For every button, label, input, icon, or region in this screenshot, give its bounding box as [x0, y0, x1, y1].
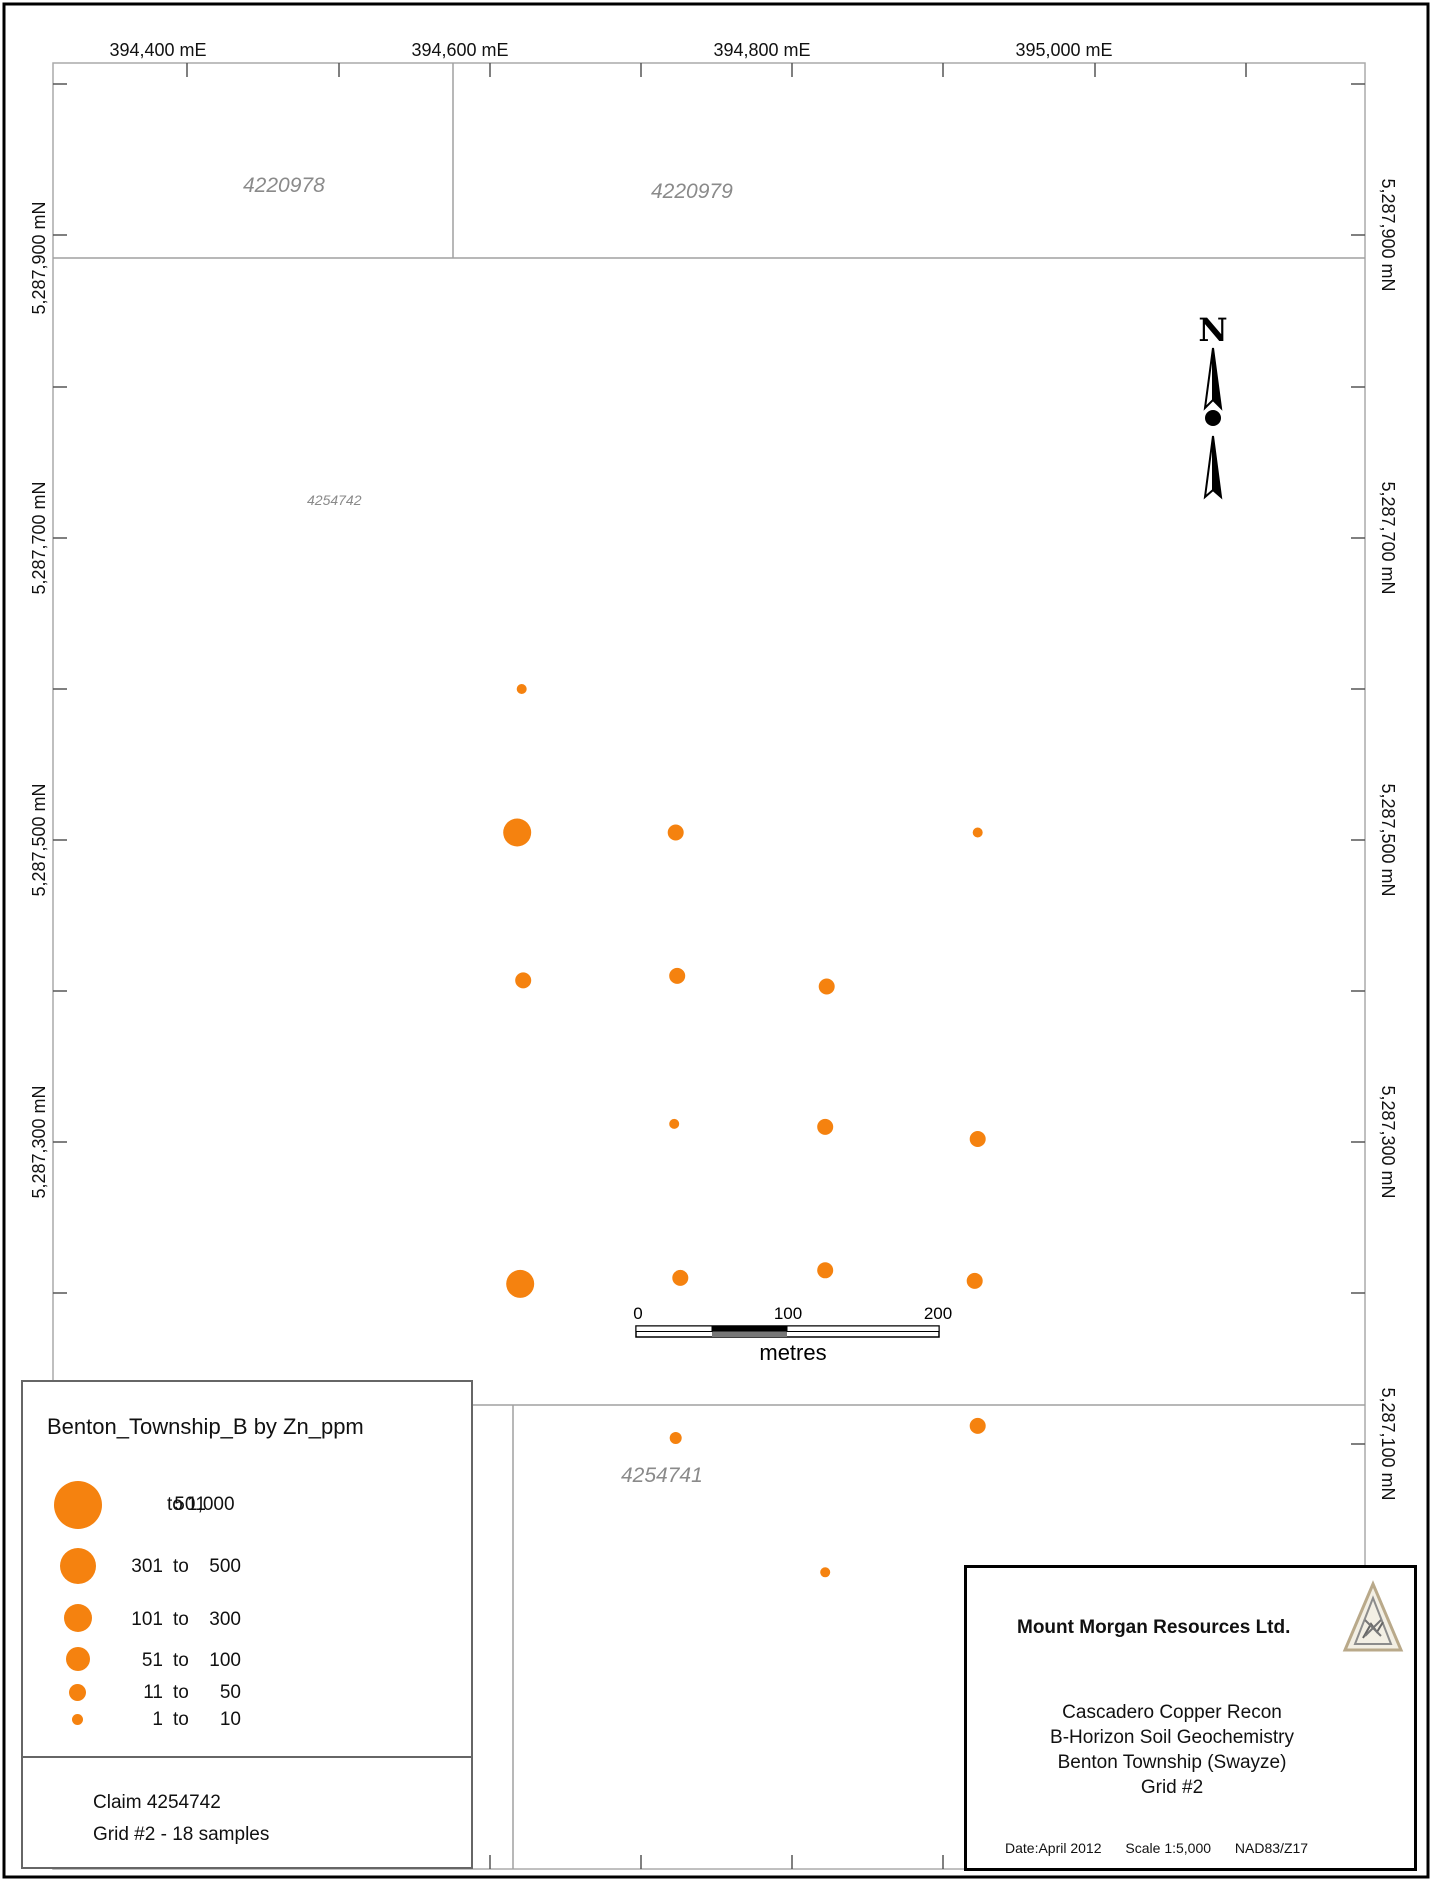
legend: Benton_Township_B by Zn_ppm 501 to 1,000… — [21, 1380, 473, 1758]
sample-point — [969, 1131, 986, 1147]
northing-label-left: 5,287,300 mN — [29, 1085, 49, 1198]
sample-point — [672, 1269, 689, 1286]
claim-label: 4254742 — [307, 492, 362, 508]
legend-title: Benton_Township_B by Zn_ppm — [47, 1414, 364, 1439]
legend-to: 1,000 — [187, 1494, 235, 1515]
sample-point — [516, 684, 527, 694]
easting-label: 394,600 mE — [411, 40, 508, 60]
title-line: B-Horizon Soil Geochemistry — [1050, 1727, 1294, 1748]
legend-to: 500 — [209, 1556, 241, 1577]
legend-from: 1 — [152, 1709, 163, 1730]
sample-point — [503, 818, 532, 847]
legend-from: 51 — [141, 1650, 163, 1671]
map-scale: Scale 1:5,000 — [1125, 1840, 1212, 1856]
legend-symbol — [64, 1604, 92, 1632]
title-line: Cascadero Copper Recon — [1062, 1702, 1282, 1723]
company-logo-icon — [1342, 1580, 1404, 1652]
legend-from: 11 — [143, 1682, 163, 1703]
claim-number-label: Claim 4254742 — [93, 1792, 221, 1813]
legend-symbol — [72, 1714, 83, 1725]
sample-point — [667, 824, 684, 841]
legend-to-word: to — [167, 1494, 183, 1515]
sample-point — [669, 967, 686, 984]
northing-label-right: 5,287,900 mN — [1378, 178, 1398, 291]
legend-item: 51 to 100 — [23, 1645, 463, 1685]
sample-point — [969, 1417, 986, 1434]
legend-to-word: to — [173, 1682, 189, 1703]
claim-label: 4220979 — [651, 180, 733, 203]
legend-item: 1 to 10 — [23, 1708, 463, 1748]
sample-point — [966, 1272, 983, 1289]
legend-from: 301 — [131, 1556, 163, 1577]
legend-from: 101 — [131, 1609, 163, 1630]
legend-to-word: to — [173, 1609, 189, 1630]
scale-tick-label: 200 — [924, 1304, 952, 1323]
claim-label: 4220978 — [243, 174, 325, 197]
easting-label: 394,400 mE — [109, 40, 206, 60]
title-line: Grid #2 — [1140, 1777, 1204, 1798]
legend-symbol — [60, 1548, 96, 1584]
legend-symbol — [66, 1647, 90, 1671]
legend-to-word: to — [173, 1650, 189, 1671]
map-neatline — [52, 62, 1366, 1870]
northing-label-right: 5,287,100 mN — [1378, 1387, 1398, 1500]
scale-units-label: metres — [759, 1340, 826, 1365]
north-label: N — [1198, 311, 1227, 349]
northing-label-right: 5,287,500 mN — [1378, 783, 1398, 896]
sample-point — [515, 972, 532, 989]
map-datum: NAD83/Z17 — [1234, 1840, 1309, 1856]
title-footer: Date:April 2012 Scale 1:5,000 NAD83/Z17 — [1005, 1840, 1328, 1856]
scale-tick-label: 100 — [774, 1304, 802, 1323]
claim-boundaries — [53, 63, 1365, 1869]
northing-label-left: 5,287,700 mN — [29, 481, 49, 594]
sample-point — [817, 1118, 834, 1135]
northing-label-left: 5,287,900 mN — [29, 201, 49, 314]
title-line: Benton Township (Swayze) — [1057, 1752, 1287, 1773]
northing-label-right: 5,287,300 mN — [1378, 1085, 1398, 1198]
title-block: Mount Morgan Resources Ltd. Cascadero Co… — [964, 1565, 1417, 1871]
sample-point — [818, 978, 835, 995]
legend-to-word: to — [173, 1556, 189, 1577]
grid-samples-label: Grid #2 - 18 samples — [93, 1824, 270, 1845]
sample-point — [669, 1118, 680, 1129]
easting-label: 395,000 mE — [1015, 40, 1112, 60]
legend-to-word: to — [173, 1709, 189, 1730]
sample-point — [972, 827, 983, 838]
legend-item: 301 to 500 — [23, 1548, 463, 1588]
legend-symbol — [54, 1481, 102, 1529]
sample-points — [503, 684, 986, 1724]
scale-tick-label: 0 — [633, 1304, 642, 1323]
legend-to: 10 — [219, 1709, 241, 1730]
claim-label: 4254741 — [621, 1464, 703, 1487]
sample-point — [669, 1432, 682, 1444]
sample-point — [820, 1567, 831, 1578]
claim-info: Claim 4254742 Grid #2 - 18 samples — [21, 1758, 473, 1869]
legend-to: 100 — [209, 1650, 241, 1671]
sample-point — [817, 1262, 834, 1279]
legend-to: 300 — [209, 1609, 241, 1630]
company-name: Mount Morgan Resources Ltd. — [1017, 1617, 1291, 1638]
easting-label: 394,800 mE — [713, 40, 810, 60]
legend-from: 501 — [174, 1494, 206, 1515]
sample-point — [506, 1269, 535, 1298]
legend-item: 101 to 300 — [23, 1602, 463, 1642]
north-arrow-icon: N — [1198, 311, 1228, 500]
legend-to: 50 — [219, 1682, 241, 1703]
legend-item: 11 to 50 — [23, 1680, 463, 1720]
legend-item: 501 to 1,000 — [23, 1481, 463, 1529]
northing-label-left: 5,287,500 mN — [29, 783, 49, 896]
northing-label-right: 5,287,700 mN — [1378, 481, 1398, 594]
legend-symbol — [69, 1684, 86, 1701]
map-date: Date:April 2012 — [1005, 1840, 1102, 1856]
scale-bar: 0 100 200 metres — [633, 1304, 952, 1365]
